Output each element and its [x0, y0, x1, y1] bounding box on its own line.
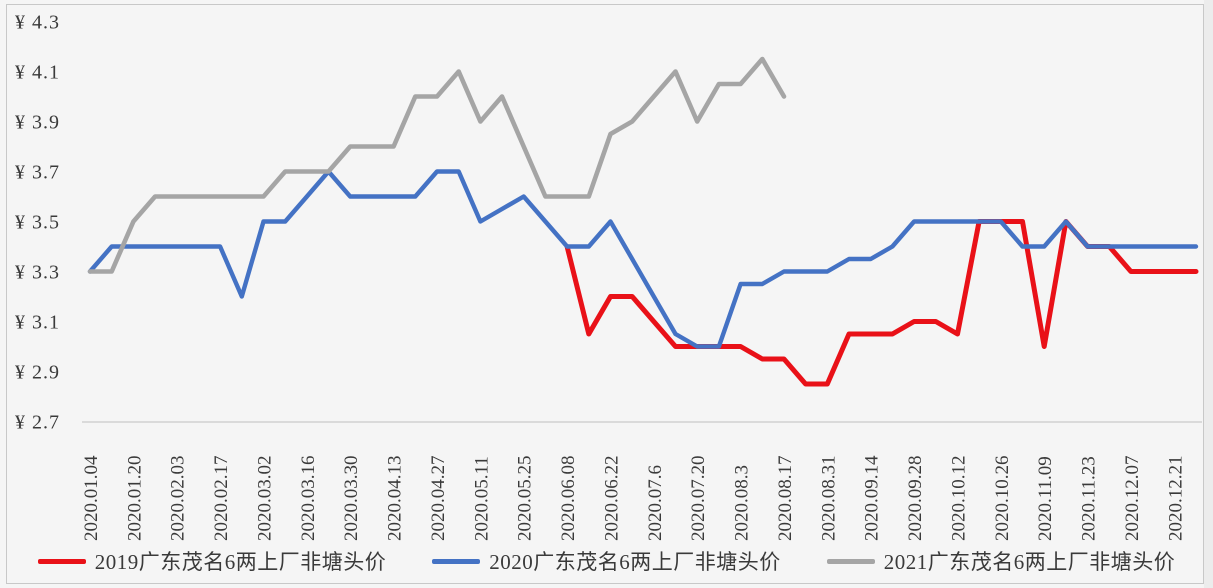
legend-label-2019: 2019广东茂名6两上厂非塘头价 — [94, 550, 387, 574]
y-tick-label: ¥ 3.7 — [15, 162, 60, 184]
legend-item-2019: 2019广东茂名6两上厂非塘头价 — [37, 546, 387, 576]
x-tick-label: 2020.12.21 — [1165, 456, 1186, 542]
y-tick-label: ¥ 3.3 — [15, 262, 60, 284]
legend-label-2020: 2020广东茂名6两上厂非塘头价 — [489, 550, 781, 574]
y-tick-label: ¥ 4.1 — [15, 62, 60, 84]
x-tick-label: 2020.09.28 — [905, 456, 926, 542]
y-tick-label: ¥ 3.5 — [15, 212, 60, 234]
x-tick-label: 2020.06.22 — [602, 456, 623, 542]
legend-swatch-2020 — [432, 558, 481, 564]
x-tick-label: 2020.08.31 — [818, 456, 839, 542]
x-tick-label: 2020.08.3 — [732, 465, 753, 541]
chart-legend: 2019广东茂名6两上厂非塘头价 2020广东茂名6两上厂非塘头价 2021广东… — [0, 546, 1213, 576]
series-line-2020 — [87, 169, 1199, 349]
legend-label-2021: 2021广东茂名6两上厂非塘头价 — [883, 550, 1176, 574]
x-tick-label: 2020.10.26 — [992, 456, 1013, 542]
x-tick-label: 2020.03.02 — [255, 456, 276, 542]
y-tick-label: ¥ 2.7 — [15, 412, 60, 434]
x-tick-label: 2020.01.04 — [81, 455, 102, 541]
x-tick-label: 2020.02.03 — [168, 456, 189, 542]
x-tick-label: 2020.05.11 — [471, 456, 492, 541]
y-tick-label: ¥ 3.1 — [15, 312, 60, 334]
x-tick-label: 2020.03.16 — [298, 456, 319, 542]
legend-swatch-2021 — [826, 558, 875, 564]
legend-swatch-2019 — [37, 558, 86, 564]
x-tick-label: 2020.01.20 — [124, 456, 145, 542]
x-tick-label: 2020.11.09 — [1035, 456, 1056, 541]
x-tick-label: 2020.04.27 — [428, 456, 449, 542]
x-tick-label: 2020.05.25 — [515, 456, 536, 542]
right-edge-strip — [1204, 0, 1213, 588]
x-tick-label: 2020.09.14 — [862, 455, 883, 541]
x-tick-label: 2020.10.12 — [949, 456, 970, 542]
x-tick-label: 2020.08.17 — [775, 456, 796, 542]
y-tick-label: ¥ 4.3 — [15, 12, 60, 34]
y-tick-label: ¥ 2.9 — [15, 362, 60, 384]
legend-item-2021: 2021广东茂名6两上厂非塘头价 — [826, 546, 1176, 576]
x-tick-label: 2020.12.07 — [1122, 456, 1143, 542]
series-line-2021 — [87, 56, 787, 274]
x-tick-label: 2020.07.20 — [688, 456, 709, 542]
x-tick-label: 2020.03.30 — [341, 456, 362, 542]
x-tick-label: 2020.04.13 — [385, 456, 406, 542]
x-tick-label: 2020.07.6 — [645, 465, 666, 541]
y-tick-label: ¥ 3.9 — [15, 112, 60, 134]
x-tick-label: 2020.11.23 — [1079, 456, 1100, 541]
legend-item-2020: 2020广东茂名6两上厂非塘头价 — [432, 546, 781, 576]
x-tick-label: 2020.02.17 — [211, 456, 232, 542]
x-tick-label: 2020.06.08 — [558, 456, 579, 542]
